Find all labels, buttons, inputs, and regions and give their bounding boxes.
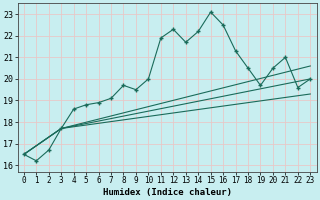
X-axis label: Humidex (Indice chaleur): Humidex (Indice chaleur) <box>103 188 232 197</box>
